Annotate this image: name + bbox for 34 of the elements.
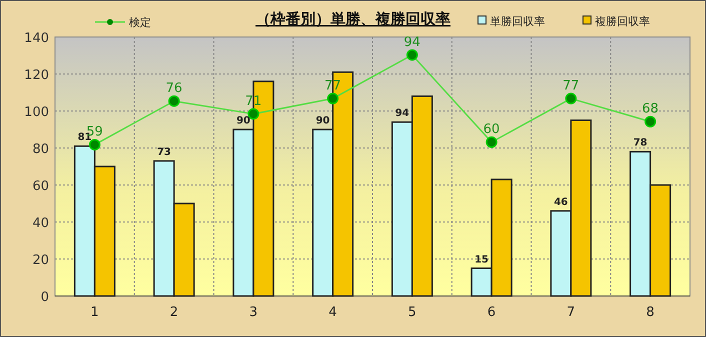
data-label: 90 (236, 116, 250, 126)
y-tick-label: 0 (40, 290, 49, 305)
chart-title: （枠番別）単勝、複勝回収率 (256, 10, 450, 28)
data-label: 90 (316, 116, 330, 126)
data-label: 77 (562, 78, 580, 94)
y-tick-label: 60 (32, 179, 49, 194)
data-label: 77 (324, 78, 342, 94)
x-tick-label: 6 (487, 305, 496, 320)
y-tick-label: 20 (32, 253, 49, 268)
data-label: 76 (166, 81, 182, 96)
data-label: 60 (483, 122, 500, 138)
x-tick-label: 4 (328, 305, 337, 320)
data-label: 73 (157, 146, 172, 158)
data-label: 78 (633, 138, 648, 149)
data-label: 15 (474, 254, 489, 266)
data-label: 71 (245, 94, 262, 109)
y-tick-label: 120 (24, 68, 49, 83)
y-tick-label: 100 (24, 105, 49, 120)
data-label: 46 (554, 196, 568, 208)
legend-label: 複勝回収率 (595, 15, 650, 28)
legend-label: 検定 (129, 16, 151, 29)
legend-label: 単勝回収率 (490, 15, 545, 28)
y-tick-label: 40 (32, 216, 49, 231)
x-tick-label: 5 (408, 305, 416, 320)
data-label: 94 (404, 34, 420, 50)
x-tick-label: 2 (170, 305, 178, 320)
x-tick-label: 3 (249, 305, 258, 320)
x-tick-label: 1 (90, 305, 99, 320)
y-tick-label: 80 (32, 142, 49, 157)
x-tick-label: 8 (646, 305, 654, 320)
x-tick-label: 7 (566, 305, 576, 320)
y-tick-label: 140 (24, 31, 49, 46)
data-label: 68 (642, 102, 659, 117)
data-label: 94 (395, 108, 410, 120)
